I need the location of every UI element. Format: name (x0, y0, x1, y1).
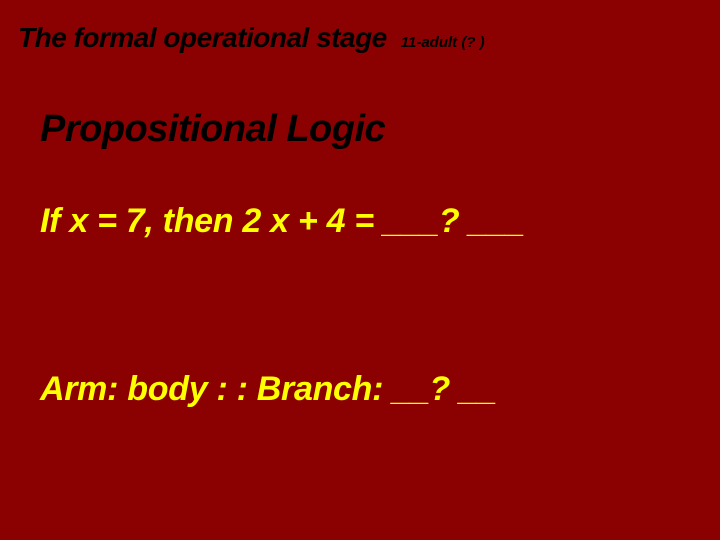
stage-subtitle: 11-adult (? ) (401, 34, 485, 51)
stage-title: The formal operational stage (18, 22, 387, 54)
example-line-2: Arm: body : : Branch: __? __ (40, 370, 496, 409)
title-line: The formal operational stage 11-adult (?… (18, 22, 485, 54)
section-heading: Propositional Logic (40, 108, 385, 151)
example-line-1: If x = 7, then 2 x + 4 = ___? ___ (40, 202, 524, 241)
